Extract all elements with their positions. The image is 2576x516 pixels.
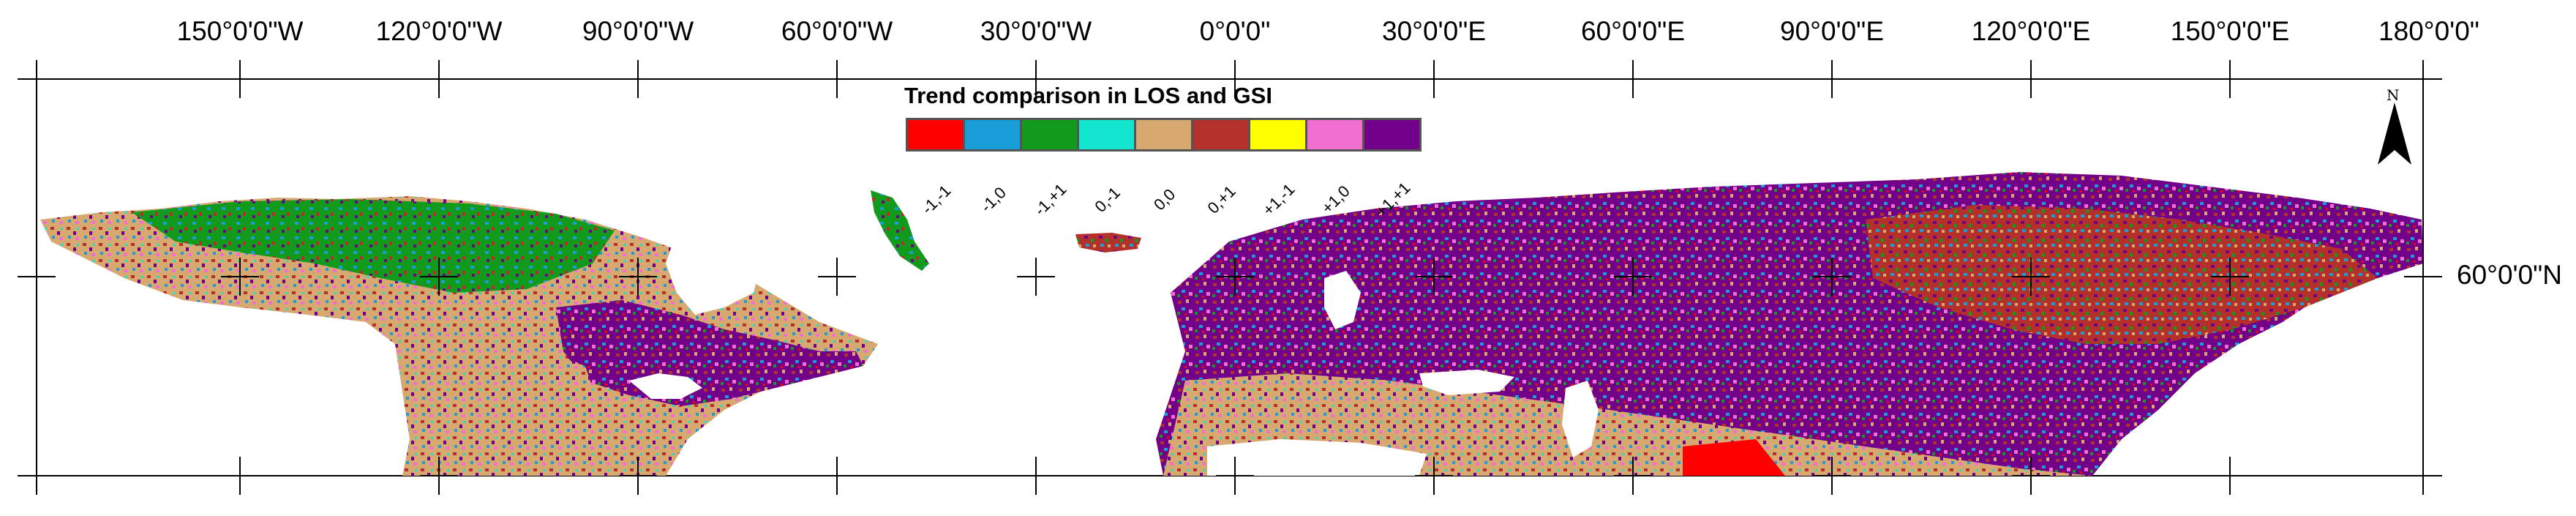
longitude-label: 30°0'0"W	[980, 16, 1092, 46]
north-arrow-icon	[2378, 102, 2411, 165]
graticule	[221, 60, 2249, 495]
legend-swatch	[1364, 120, 1419, 149]
iceland	[1075, 233, 1141, 253]
longitude-label: 90°0'0"E	[1780, 16, 1884, 46]
legend-swatch	[908, 120, 963, 149]
legend-swatch	[1022, 120, 1077, 149]
longitude-label: 150°0'0"E	[2170, 16, 2290, 46]
longitude-label: 120°0'0"W	[375, 16, 503, 46]
legend-swatch	[1307, 120, 1362, 149]
legend-swatch	[1136, 120, 1191, 149]
legend-title: Trend comparison in LOS and GSI	[904, 83, 1272, 108]
latitude-label-60n: 60°0'0"N	[2457, 260, 2563, 290]
mediterranean-sea	[1207, 439, 1427, 476]
longitude-label: 90°0'0"W	[582, 16, 694, 46]
legend-swatch	[965, 120, 1020, 149]
legend-swatch	[1079, 120, 1134, 149]
baltic-sea	[1324, 271, 1361, 329]
legend-swatch	[1250, 120, 1305, 149]
frame-ticks	[18, 60, 2442, 495]
longitude-label: 150°0'0"W	[176, 16, 304, 46]
great-lakes	[629, 373, 702, 399]
legend-swatch	[1193, 120, 1248, 149]
greenland-fragments	[871, 190, 929, 271]
longitude-label: 30°0'0"E	[1382, 16, 1486, 46]
legend-color-bar	[906, 118, 1422, 152]
longitude-label: 120°0'0"E	[1971, 16, 2091, 46]
longitude-label: 0°0'0"	[1199, 16, 1271, 46]
hudson-bay	[666, 242, 761, 315]
black-sea	[1419, 370, 1514, 395]
arabian-region	[1683, 439, 1785, 476]
north-arrow-label: N	[2387, 86, 2400, 104]
longitude-label: 180°0'0"	[2378, 16, 2479, 46]
longitude-label: 60°0'0"W	[781, 16, 893, 46]
longitude-label: 60°0'0"E	[1581, 16, 1685, 46]
north-america-landmass	[40, 196, 878, 476]
caspian-sea	[1562, 381, 1599, 457]
